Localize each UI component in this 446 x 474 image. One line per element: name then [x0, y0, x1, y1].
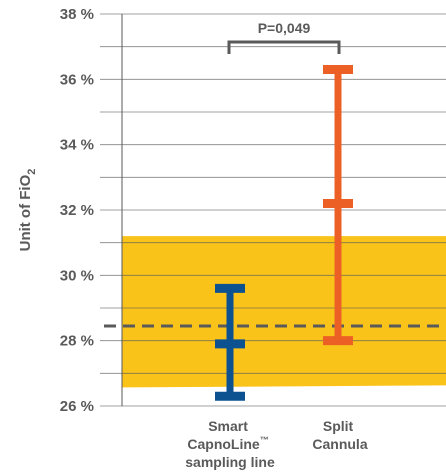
category-label-line-text: CapnoLine	[187, 436, 260, 452]
y-tick-labels: 26 % 28 % 30 % 32 % 34 % 36 % 38 %	[60, 6, 94, 415]
y-tick-label: 28 %	[60, 333, 94, 350]
p-value-bracket: P=0,049	[227, 20, 341, 54]
category-label-line: CapnoLine™	[187, 435, 268, 452]
gridlines	[100, 13, 446, 407]
y-tick-label: 30 %	[60, 267, 94, 284]
category-label-line: Split	[323, 418, 354, 434]
error-bar-2	[323, 65, 353, 346]
y-tick-label: 36 %	[60, 71, 94, 88]
p-value-label: P=0,049	[258, 20, 311, 36]
error-bars	[215, 65, 353, 401]
category-label-smart-capnoline: Smart CapnoLine™ sampling line	[185, 418, 275, 470]
category-labels: Smart CapnoLine™ sampling line Split Can…	[185, 418, 368, 470]
y-tick-label: 26 %	[60, 398, 94, 415]
category-label-line: Cannula	[312, 436, 367, 452]
y-axis-title-main: Unit of FiO	[17, 174, 34, 251]
category-label-line: Smart	[208, 418, 248, 434]
trademark-symbol: ™	[260, 435, 269, 445]
y-tick-label: 32 %	[60, 202, 94, 219]
y-tick-label: 38 %	[60, 6, 94, 23]
target-range-band	[122, 236, 446, 388]
category-label-line: sampling line	[185, 454, 275, 470]
y-axis-title-subscript: 2	[26, 169, 38, 175]
y-axis-title: Unit of FiO2	[17, 169, 38, 252]
y-tick-label: 34 %	[60, 137, 94, 154]
error-bar-1	[215, 283, 245, 401]
target-range-band-layer	[122, 236, 446, 388]
bracket-line	[227, 40, 341, 54]
category-label-split-cannula: Split Cannula	[312, 418, 367, 452]
